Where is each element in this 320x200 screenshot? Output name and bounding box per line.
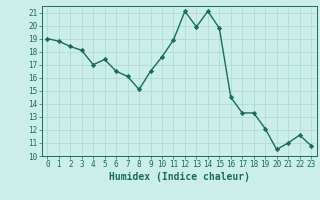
X-axis label: Humidex (Indice chaleur): Humidex (Indice chaleur) <box>109 172 250 182</box>
